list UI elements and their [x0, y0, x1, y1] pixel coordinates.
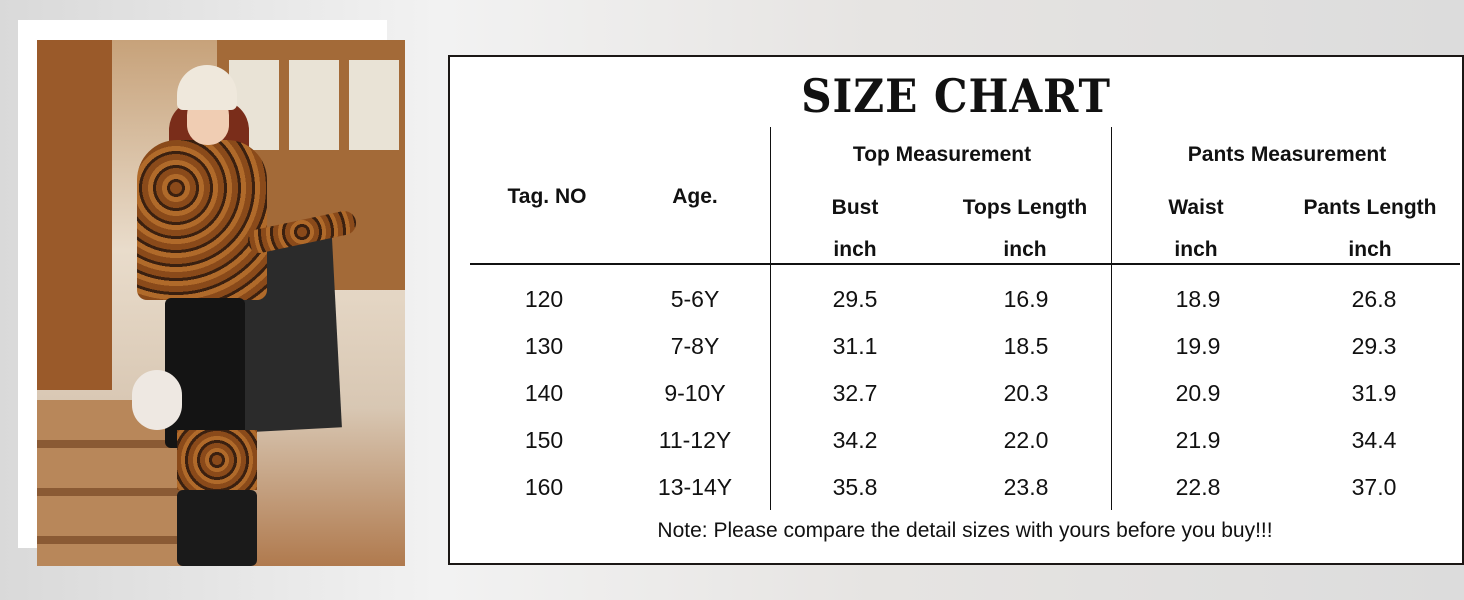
header-pants-measurement: Pants Measurement — [1187, 143, 1387, 166]
cell-pants-length: 29.3 — [1351, 333, 1397, 359]
cell-tag-no: 130 — [524, 333, 564, 359]
size-chart: SIZE CHART Tag. NO Age. Top Measurement … — [448, 55, 1464, 565]
cell-waist: 22.8 — [1175, 474, 1221, 500]
cell-tops-length: 23.8 — [1003, 474, 1049, 500]
cell-bust: 34.2 — [832, 427, 878, 453]
cell-pants-length: 37.0 — [1351, 474, 1397, 500]
cell-tops-length: 22.0 — [1003, 427, 1049, 453]
header-pants-length: Pants Length — [1303, 196, 1437, 219]
divider — [770, 127, 771, 510]
divider — [1111, 127, 1112, 510]
cell-tops-length: 18.5 — [1003, 333, 1049, 359]
product-photo — [37, 40, 405, 566]
cell-tops-length: 16.9 — [1003, 286, 1049, 312]
leopard-hoodie — [137, 140, 267, 300]
cell-age: 9-10Y — [664, 380, 726, 406]
cell-waist: 19.9 — [1175, 333, 1221, 359]
black-pants — [165, 298, 245, 448]
cell-tag-no: 160 — [524, 474, 564, 500]
cell-pants-length: 26.8 — [1351, 286, 1397, 312]
header-waist: Waist — [1168, 196, 1224, 219]
handbag — [132, 370, 182, 430]
beanie-hat — [177, 65, 237, 110]
window — [217, 40, 405, 290]
cell-waist: 18.9 — [1175, 286, 1221, 312]
header-tag: Tag. NO — [507, 185, 587, 208]
cell-tops-length: 20.3 — [1003, 380, 1049, 406]
cell-tag-no: 140 — [524, 380, 564, 406]
header-age: Age. — [672, 185, 718, 208]
unit-label: inch — [1174, 238, 1218, 261]
header-tops-length: Tops Length — [962, 196, 1088, 219]
note: Note: Please compare the detail sizes wi… — [657, 519, 1273, 542]
header-top-measurement: Top Measurement — [852, 143, 1032, 166]
cell-waist: 21.9 — [1175, 427, 1221, 453]
cell-tag-no: 150 — [524, 427, 564, 453]
cell-age: 5-6Y — [670, 286, 720, 312]
cell-age: 7-8Y — [670, 333, 720, 359]
unit-label: inch — [833, 238, 877, 261]
cell-bust: 32.7 — [832, 380, 878, 406]
cell-bust: 35.8 — [832, 474, 878, 500]
cell-bust: 29.5 — [832, 286, 878, 312]
cell-pants-length: 31.9 — [1351, 380, 1397, 406]
cell-tag-no: 120 — [524, 286, 564, 312]
header-divider — [470, 263, 1460, 265]
cell-age: 11-12Y — [658, 427, 732, 453]
cell-age: 13-14Y — [657, 474, 733, 500]
cell-pants-length: 34.4 — [1351, 427, 1397, 453]
door — [37, 40, 112, 390]
leg-warmers — [177, 430, 257, 490]
unit-label: inch — [1003, 238, 1047, 261]
boots — [177, 490, 257, 566]
cell-waist: 20.9 — [1175, 380, 1221, 406]
cell-bust: 31.1 — [832, 333, 878, 359]
chart-title: SIZE CHART — [801, 69, 1111, 123]
header-bust: Bust — [831, 196, 879, 219]
unit-label: inch — [1348, 238, 1392, 261]
